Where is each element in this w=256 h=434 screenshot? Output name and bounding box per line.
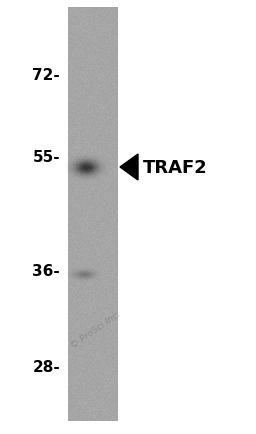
Polygon shape bbox=[120, 155, 138, 181]
Text: © ProSci Inc.: © ProSci Inc. bbox=[69, 309, 123, 350]
Text: 28-: 28- bbox=[32, 360, 60, 375]
Text: 72-: 72- bbox=[32, 67, 60, 82]
Text: 55-: 55- bbox=[32, 150, 60, 165]
Text: TRAF2: TRAF2 bbox=[143, 159, 208, 177]
Text: 36-: 36- bbox=[32, 264, 60, 279]
